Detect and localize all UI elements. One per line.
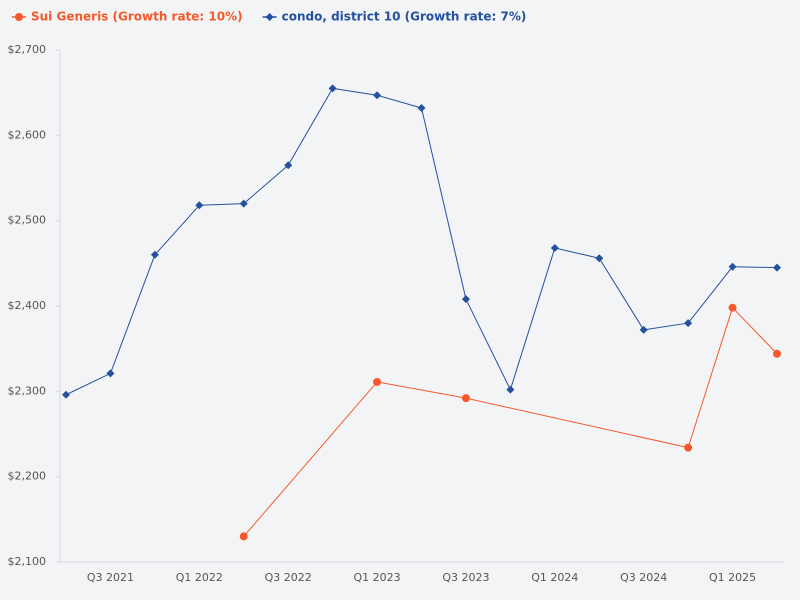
line-segment xyxy=(154,204,200,256)
data-point xyxy=(595,254,604,263)
data-point xyxy=(284,161,293,170)
line-segment xyxy=(643,322,689,331)
data-point xyxy=(195,201,204,210)
line-segment xyxy=(109,254,156,374)
data-point xyxy=(106,369,115,378)
x-tick-label: Q1 2022 xyxy=(176,571,223,584)
line-segment xyxy=(732,307,778,355)
legend-marker xyxy=(265,13,274,21)
y-tick-label: $2,700 xyxy=(8,43,47,56)
data-point xyxy=(328,84,337,93)
x-tick-label: Q1 2025 xyxy=(709,571,756,584)
legend-label: condo, district 10 (Growth rate: 7%) xyxy=(282,10,527,24)
data-point xyxy=(506,385,515,394)
x-tick-label: Q3 2024 xyxy=(620,571,667,584)
line-segment xyxy=(376,381,467,399)
line-segment xyxy=(465,298,511,390)
line-segment xyxy=(687,307,734,448)
data-point xyxy=(239,532,248,541)
legend-marker xyxy=(15,13,23,21)
line-segment xyxy=(732,266,778,269)
data-point xyxy=(728,303,737,312)
data-point xyxy=(684,319,693,328)
data-point xyxy=(417,104,426,113)
data-point xyxy=(461,394,470,403)
data-point xyxy=(639,325,648,334)
data-point xyxy=(684,443,693,452)
x-tick-label: Q3 2022 xyxy=(265,571,312,584)
line-segment xyxy=(509,247,556,390)
data-point xyxy=(773,349,781,358)
x-tick-label: Q1 2024 xyxy=(531,571,578,584)
data-point xyxy=(62,390,70,399)
data-point xyxy=(773,263,781,272)
line-segment xyxy=(199,203,244,206)
line-segment xyxy=(243,164,289,204)
data-point xyxy=(373,91,382,100)
data-point xyxy=(373,377,382,386)
data-point xyxy=(461,295,470,304)
line-segment xyxy=(376,94,422,109)
y-tick-label: $2,500 xyxy=(8,214,47,227)
line-segment xyxy=(554,247,600,259)
y-tick-label: $2,200 xyxy=(8,470,47,483)
data-point xyxy=(150,250,159,259)
line-segment xyxy=(287,88,334,166)
y-tick-label: $2,100 xyxy=(8,555,47,568)
x-tick-label: Q3 2023 xyxy=(442,571,489,584)
line-segment xyxy=(332,87,378,96)
data-point xyxy=(550,243,559,252)
data-point xyxy=(239,199,248,208)
line-segment xyxy=(598,257,645,331)
data-point xyxy=(728,262,737,271)
y-tick-label: $2,400 xyxy=(8,299,47,312)
x-tick-label: Q1 2023 xyxy=(353,571,400,584)
line-segment xyxy=(65,372,111,396)
line-segment xyxy=(465,397,689,449)
line-segment xyxy=(687,266,733,324)
y-tick-label: $2,600 xyxy=(8,128,47,141)
y-tick-label: $2,300 xyxy=(8,384,47,397)
line-segment xyxy=(243,381,378,537)
legend-label: Sui Generis (Growth rate: 10%) xyxy=(31,10,243,24)
x-tick-label: Q3 2021 xyxy=(87,571,134,584)
line-segment xyxy=(421,107,467,300)
